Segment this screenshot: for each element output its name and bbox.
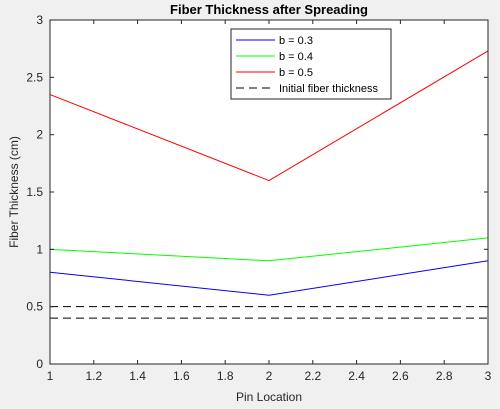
y-axis-label: Fiber Thickness (cm) (7, 136, 21, 248)
x-tick-label: 2.2 (304, 369, 321, 383)
legend-box (230, 28, 392, 100)
y-tick-label: 0.5 (26, 300, 43, 314)
x-axis-label: Pin Location (236, 390, 302, 404)
x-tick-label: 1.6 (173, 369, 190, 383)
y-tick-label: 3 (36, 13, 43, 27)
y-tick-label: 2.5 (26, 70, 43, 84)
x-tick-label: 1.2 (85, 369, 102, 383)
y-tick-label: 1.5 (26, 185, 43, 199)
y-axis-ticks: 0 0.5 1 1.5 2 2.5 3 (26, 13, 488, 371)
series-b-0-3-line (49, 260, 489, 296)
y-tick-label: 0 (36, 357, 43, 371)
y-tick-label: 1 (36, 242, 43, 256)
x-tick-label: 2.8 (436, 369, 453, 383)
x-tick-label: 3 (485, 369, 492, 383)
legend: b = 0.3 b = 0.4 b = 0.5 Initial fiber thick… (230, 28, 392, 100)
legend-label: Initial fiber thickness (279, 83, 379, 95)
chart-title: Fiber Thickness after Spreading (170, 2, 368, 17)
x-tick-label: 1.4 (129, 369, 146, 383)
x-tick-label: 1.8 (217, 369, 234, 383)
series-b-0-5-line (49, 50, 489, 182)
x-tick-label: 2.4 (348, 369, 365, 383)
y-tick-label: 2 (36, 128, 43, 142)
legend-label: b = 0.3 (279, 35, 313, 47)
legend-label: b = 0.5 (279, 67, 313, 79)
series-b-0-4-line (49, 237, 489, 262)
x-tick-label: 2.6 (392, 369, 409, 383)
x-tick-label: 2 (266, 369, 273, 383)
legend-label: b = 0.4 (279, 51, 313, 63)
series-layer (49, 50, 489, 319)
x-tick-label: 1 (47, 369, 54, 383)
x-axis-ticks: 1 1.2 1.4 1.6 1.8 2 2.2 2.4 2.6 2.8 3 (47, 20, 492, 383)
